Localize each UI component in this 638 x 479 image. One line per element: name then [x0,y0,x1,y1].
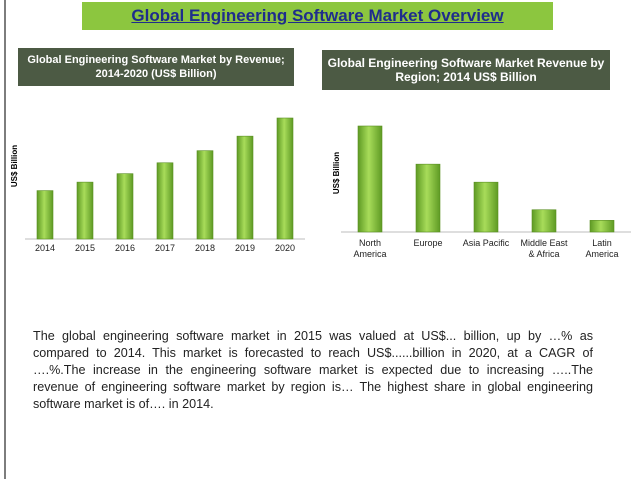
chart1-bar-1 [76,181,94,240]
page-title: Global Engineering Software Market Overv… [131,6,504,25]
chart1-tick-label-1: 2015 [75,243,95,253]
chart1-bar-6 [276,117,294,240]
chart1-tick-label-6: 2020 [275,243,295,253]
chart1-revenue-2014-2020: US$ Billion 2014 2015 2016 2017 2018 2019 2020 [10,117,305,253]
chart1-bar-4 [196,150,214,240]
chart1-title: Global Engineering Software Market by Re… [18,48,294,86]
chart1-tick-label-4: 2018 [195,243,215,253]
chart2-title: Global Engineering Software Market Reven… [322,50,610,90]
chart2-bar-1 [415,163,441,233]
summary-paragraph: The global engineering software market i… [33,329,593,411]
chart1-bar-2 [116,173,134,240]
chart2-bar-2 [473,181,499,233]
chart1-bar-0 [36,190,54,240]
chart1-tick-label-3: 2017 [155,243,175,253]
chart2-tick-label-3: Middle East & Africa [520,238,568,259]
chart2-tick-label-4: Latin America [585,238,618,259]
chart2-bar-3 [531,209,557,233]
chart2-bar-4 [589,220,615,233]
chart1-tick-label-2: 2016 [115,243,135,253]
left-border-rule [4,0,6,479]
chart1-tick-label-0: 2014 [35,243,55,253]
chart2-bar-0 [357,125,383,233]
chart2-tick-label-1: Europe [413,238,442,248]
chart1-bar-5 [236,135,254,240]
chart2-revenue-by-region: US$ Billion North America Europe Asia Pacifi… [332,125,631,259]
title-banner: Global Engineering Software Market Overv… [82,2,553,30]
chart2-y-axis-label: US$ Billion [332,152,341,194]
chart1-y-axis-label: US$ Billion [10,145,19,187]
chart1-tick-label-5: 2019 [235,243,255,253]
chart2-tick-label-2: Asia Pacific [463,238,510,248]
chart2-tick-label-0: North America [353,238,386,259]
chart1-bar-3 [156,162,174,240]
